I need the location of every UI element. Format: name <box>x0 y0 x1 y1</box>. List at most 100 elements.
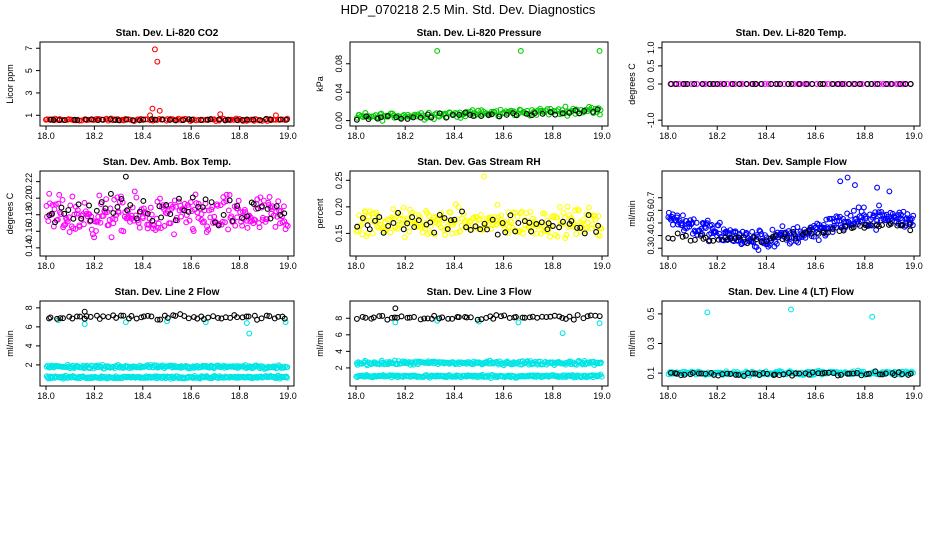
data-point <box>374 212 381 219</box>
data-point <box>199 204 206 211</box>
data-point <box>50 116 57 123</box>
data-point <box>876 81 883 87</box>
data-point <box>886 188 893 195</box>
data-point <box>256 224 263 231</box>
data-point <box>281 315 288 322</box>
panel-title: Stan. Dev. Gas Stream RH <box>417 157 540 168</box>
data-point <box>243 313 250 320</box>
data-point <box>225 207 232 214</box>
data-point <box>164 318 170 325</box>
data-point <box>899 222 906 229</box>
x-tick-label: 18.6 <box>182 261 200 271</box>
data-point <box>585 212 592 219</box>
data-point <box>858 372 865 379</box>
data-point <box>74 313 80 320</box>
data-point <box>157 316 164 323</box>
data-point <box>250 201 257 207</box>
data-point <box>477 226 484 233</box>
data-point <box>140 198 147 204</box>
data-point <box>115 209 122 216</box>
data-point <box>780 371 787 378</box>
data-point <box>735 234 742 241</box>
data-point <box>124 208 131 215</box>
data-point <box>91 234 98 241</box>
data-point <box>409 214 416 221</box>
data-point <box>691 236 698 243</box>
data-point <box>749 370 756 377</box>
data-point <box>118 312 124 319</box>
data-point <box>528 228 535 235</box>
data-point <box>753 81 759 87</box>
data-point <box>680 81 687 87</box>
data-point <box>228 213 235 220</box>
panel-title: Stan. Dev. Li-820 CO2 <box>116 28 219 39</box>
data-point <box>743 81 750 87</box>
data-point <box>735 371 742 378</box>
data-point <box>387 229 394 236</box>
data-point <box>455 314 462 321</box>
data-point <box>272 112 279 119</box>
data-point <box>52 219 58 226</box>
data-point <box>560 218 566 225</box>
data-point <box>729 81 736 87</box>
data-point <box>86 202 92 209</box>
data-point <box>198 117 205 123</box>
data-point <box>844 174 851 181</box>
y-axis-label: degrees C <box>5 192 15 234</box>
data-point <box>441 231 448 238</box>
data-point <box>222 219 228 226</box>
data-point <box>78 212 85 219</box>
data-point <box>682 81 689 87</box>
data-point <box>207 214 214 221</box>
points-layer <box>353 48 604 124</box>
data-point <box>556 224 563 231</box>
data-point <box>172 117 179 124</box>
y-tick-label: 1.0 <box>646 42 656 55</box>
data-point <box>385 222 392 229</box>
plot-frame <box>661 170 921 257</box>
data-point <box>695 370 702 377</box>
data-point <box>809 81 816 87</box>
x-tick-label: 19.0 <box>905 131 923 141</box>
data-point <box>284 222 291 229</box>
data-point <box>283 374 290 381</box>
data-point <box>908 215 915 222</box>
panel-title: Stan. Dev. Amb. Box Temp. <box>103 157 231 168</box>
data-point <box>543 314 550 320</box>
data-point <box>904 211 911 217</box>
data-point <box>899 371 906 378</box>
data-point <box>207 116 214 123</box>
data-point <box>191 314 197 320</box>
data-point <box>69 315 76 322</box>
data-point <box>469 107 476 113</box>
data-point <box>820 229 827 236</box>
plot-frame <box>349 41 609 127</box>
data-point <box>431 229 438 236</box>
data-point <box>764 370 771 377</box>
data-point <box>412 218 419 225</box>
data-point <box>566 313 573 320</box>
data-point <box>562 235 569 241</box>
data-point <box>710 81 717 87</box>
data-point <box>144 210 151 217</box>
x-tick-label: 19.0 <box>593 391 611 401</box>
panel-5: Stan. Dev. Gas Stream RH percent 18.0 18.2 1… <box>315 157 611 271</box>
data-point <box>485 112 492 119</box>
y-tick-label: -1.0 <box>646 112 656 128</box>
data-point <box>420 222 427 229</box>
data-point <box>508 219 515 226</box>
data-point <box>876 202 882 209</box>
data-point <box>245 313 252 320</box>
data-point <box>891 372 898 379</box>
plot-frame <box>349 170 609 257</box>
data-point <box>235 197 242 204</box>
data-point <box>417 316 424 323</box>
data-point <box>598 373 605 380</box>
data-point <box>594 106 601 113</box>
data-point <box>103 196 110 203</box>
data-point <box>140 205 147 212</box>
x-tick-label: 18.4 <box>758 131 776 141</box>
data-point <box>802 370 809 377</box>
data-point <box>795 239 802 246</box>
